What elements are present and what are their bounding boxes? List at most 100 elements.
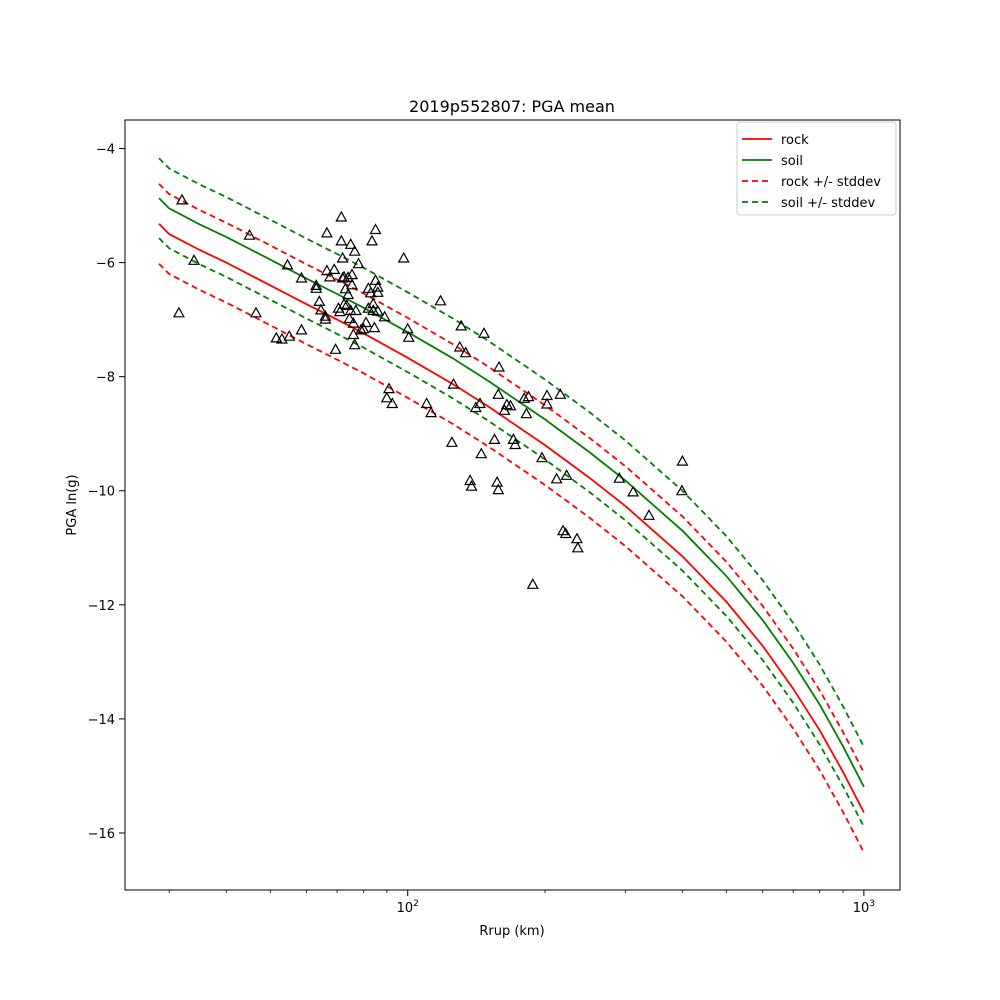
observation-marker xyxy=(319,312,332,324)
observation-marker xyxy=(518,392,531,403)
observation-marker xyxy=(676,454,689,466)
observation-marker xyxy=(359,316,373,328)
observation-marker xyxy=(342,271,355,282)
observation-marker xyxy=(397,251,410,263)
observation-marker xyxy=(371,286,384,297)
series-line-rock xyxy=(158,223,865,813)
observation-marker xyxy=(281,258,294,270)
observation-marker xyxy=(365,234,379,246)
y-tick-label: −8 xyxy=(96,371,115,386)
series-line-soil-stddev-upper xyxy=(158,157,865,748)
observation-marker xyxy=(492,483,505,495)
observation-marker xyxy=(465,479,478,491)
observation-marker xyxy=(283,329,296,341)
observation-marker xyxy=(509,438,522,450)
observation-marker xyxy=(475,447,488,459)
series-line-soil-stddev-lower xyxy=(158,237,865,828)
observation-marker xyxy=(367,297,380,309)
observation-marker xyxy=(343,312,356,324)
legend-label: rock xyxy=(781,133,809,148)
observation-marker xyxy=(522,390,535,402)
observation-marker xyxy=(535,451,549,463)
observation-marker xyxy=(335,234,348,246)
observation-marker xyxy=(352,257,365,269)
observation-marker xyxy=(434,294,447,306)
observation-marker xyxy=(492,388,505,399)
observation-marker xyxy=(319,309,332,321)
observation-marker xyxy=(520,407,533,419)
observation-marker xyxy=(675,484,688,496)
observation-marker xyxy=(570,532,584,544)
observation-marker xyxy=(357,322,370,334)
observation-marker xyxy=(313,295,326,306)
observation-marker xyxy=(540,389,554,401)
y-tick-label: −16 xyxy=(88,827,115,842)
observation-marker xyxy=(295,271,308,283)
legend-label: rock +/- stddev xyxy=(781,175,881,190)
observation-marker xyxy=(270,331,283,343)
observation-marker xyxy=(488,433,501,444)
x-axis: 102 103 xyxy=(168,890,875,916)
observation-marker xyxy=(349,304,362,316)
y-tick-label: −12 xyxy=(88,599,115,614)
observation-marker xyxy=(447,377,460,389)
observation-marker xyxy=(492,360,506,372)
observation-marker xyxy=(328,263,341,274)
observation-marker xyxy=(425,406,438,418)
observation-marker xyxy=(354,323,368,335)
observation-marker xyxy=(556,524,570,536)
y-axis-label: PGA ln(g) xyxy=(65,474,80,535)
legend-box xyxy=(736,121,897,216)
observation-marker xyxy=(571,541,584,553)
observation-marker xyxy=(420,397,433,409)
observation-marker xyxy=(314,303,327,315)
observation-marker xyxy=(401,322,414,334)
observation-marker xyxy=(526,578,539,589)
observation-marker xyxy=(613,471,626,483)
observation-marker xyxy=(329,343,342,354)
observation-marker xyxy=(473,397,487,409)
observation-marker xyxy=(347,316,360,328)
observation-marker xyxy=(344,238,357,249)
observation-marker xyxy=(320,264,333,276)
observation-marker xyxy=(550,472,563,484)
observation-marker xyxy=(371,304,384,316)
series-line-soil xyxy=(158,197,865,788)
legend-label: soil +/- stddev xyxy=(781,196,876,211)
observation-marker xyxy=(378,310,391,322)
observation-marker xyxy=(364,286,377,298)
observation-marker xyxy=(627,485,640,497)
observation-marker xyxy=(172,306,185,318)
y-tick-label: −6 xyxy=(96,257,115,272)
legend-label: soil xyxy=(781,154,803,169)
axes-frame xyxy=(124,119,901,891)
x-axis-label: Rrup (km) xyxy=(479,924,544,939)
observation-marker xyxy=(336,251,349,263)
observation-marker xyxy=(335,210,348,222)
observation-marker xyxy=(477,327,491,338)
observation-marker xyxy=(323,270,336,282)
observation-marker xyxy=(368,321,381,333)
x-tick-label: 102 xyxy=(397,899,419,916)
observation-marker xyxy=(340,299,353,310)
observation-marker xyxy=(554,388,567,399)
observation-marker xyxy=(500,398,513,410)
observation-marker xyxy=(459,346,472,358)
plot-area xyxy=(158,157,865,853)
observation-marker xyxy=(369,223,382,235)
observation-marker xyxy=(320,226,333,238)
observation-marker xyxy=(445,436,458,447)
observation-marker xyxy=(560,469,573,480)
observation-marker xyxy=(540,397,554,409)
observation-marker xyxy=(642,509,656,520)
observation-marker xyxy=(295,323,308,335)
observation-marker xyxy=(504,399,517,411)
y-tick-label: −10 xyxy=(88,485,115,500)
observation-marker xyxy=(371,280,384,292)
series-line-rock-stddev-lower xyxy=(158,263,865,853)
observation-marker xyxy=(382,382,396,394)
observation-marker xyxy=(348,338,361,350)
legend: rock soil rock +/- stddev soil +/- stddev xyxy=(736,121,897,216)
y-tick-label: −4 xyxy=(96,143,115,158)
